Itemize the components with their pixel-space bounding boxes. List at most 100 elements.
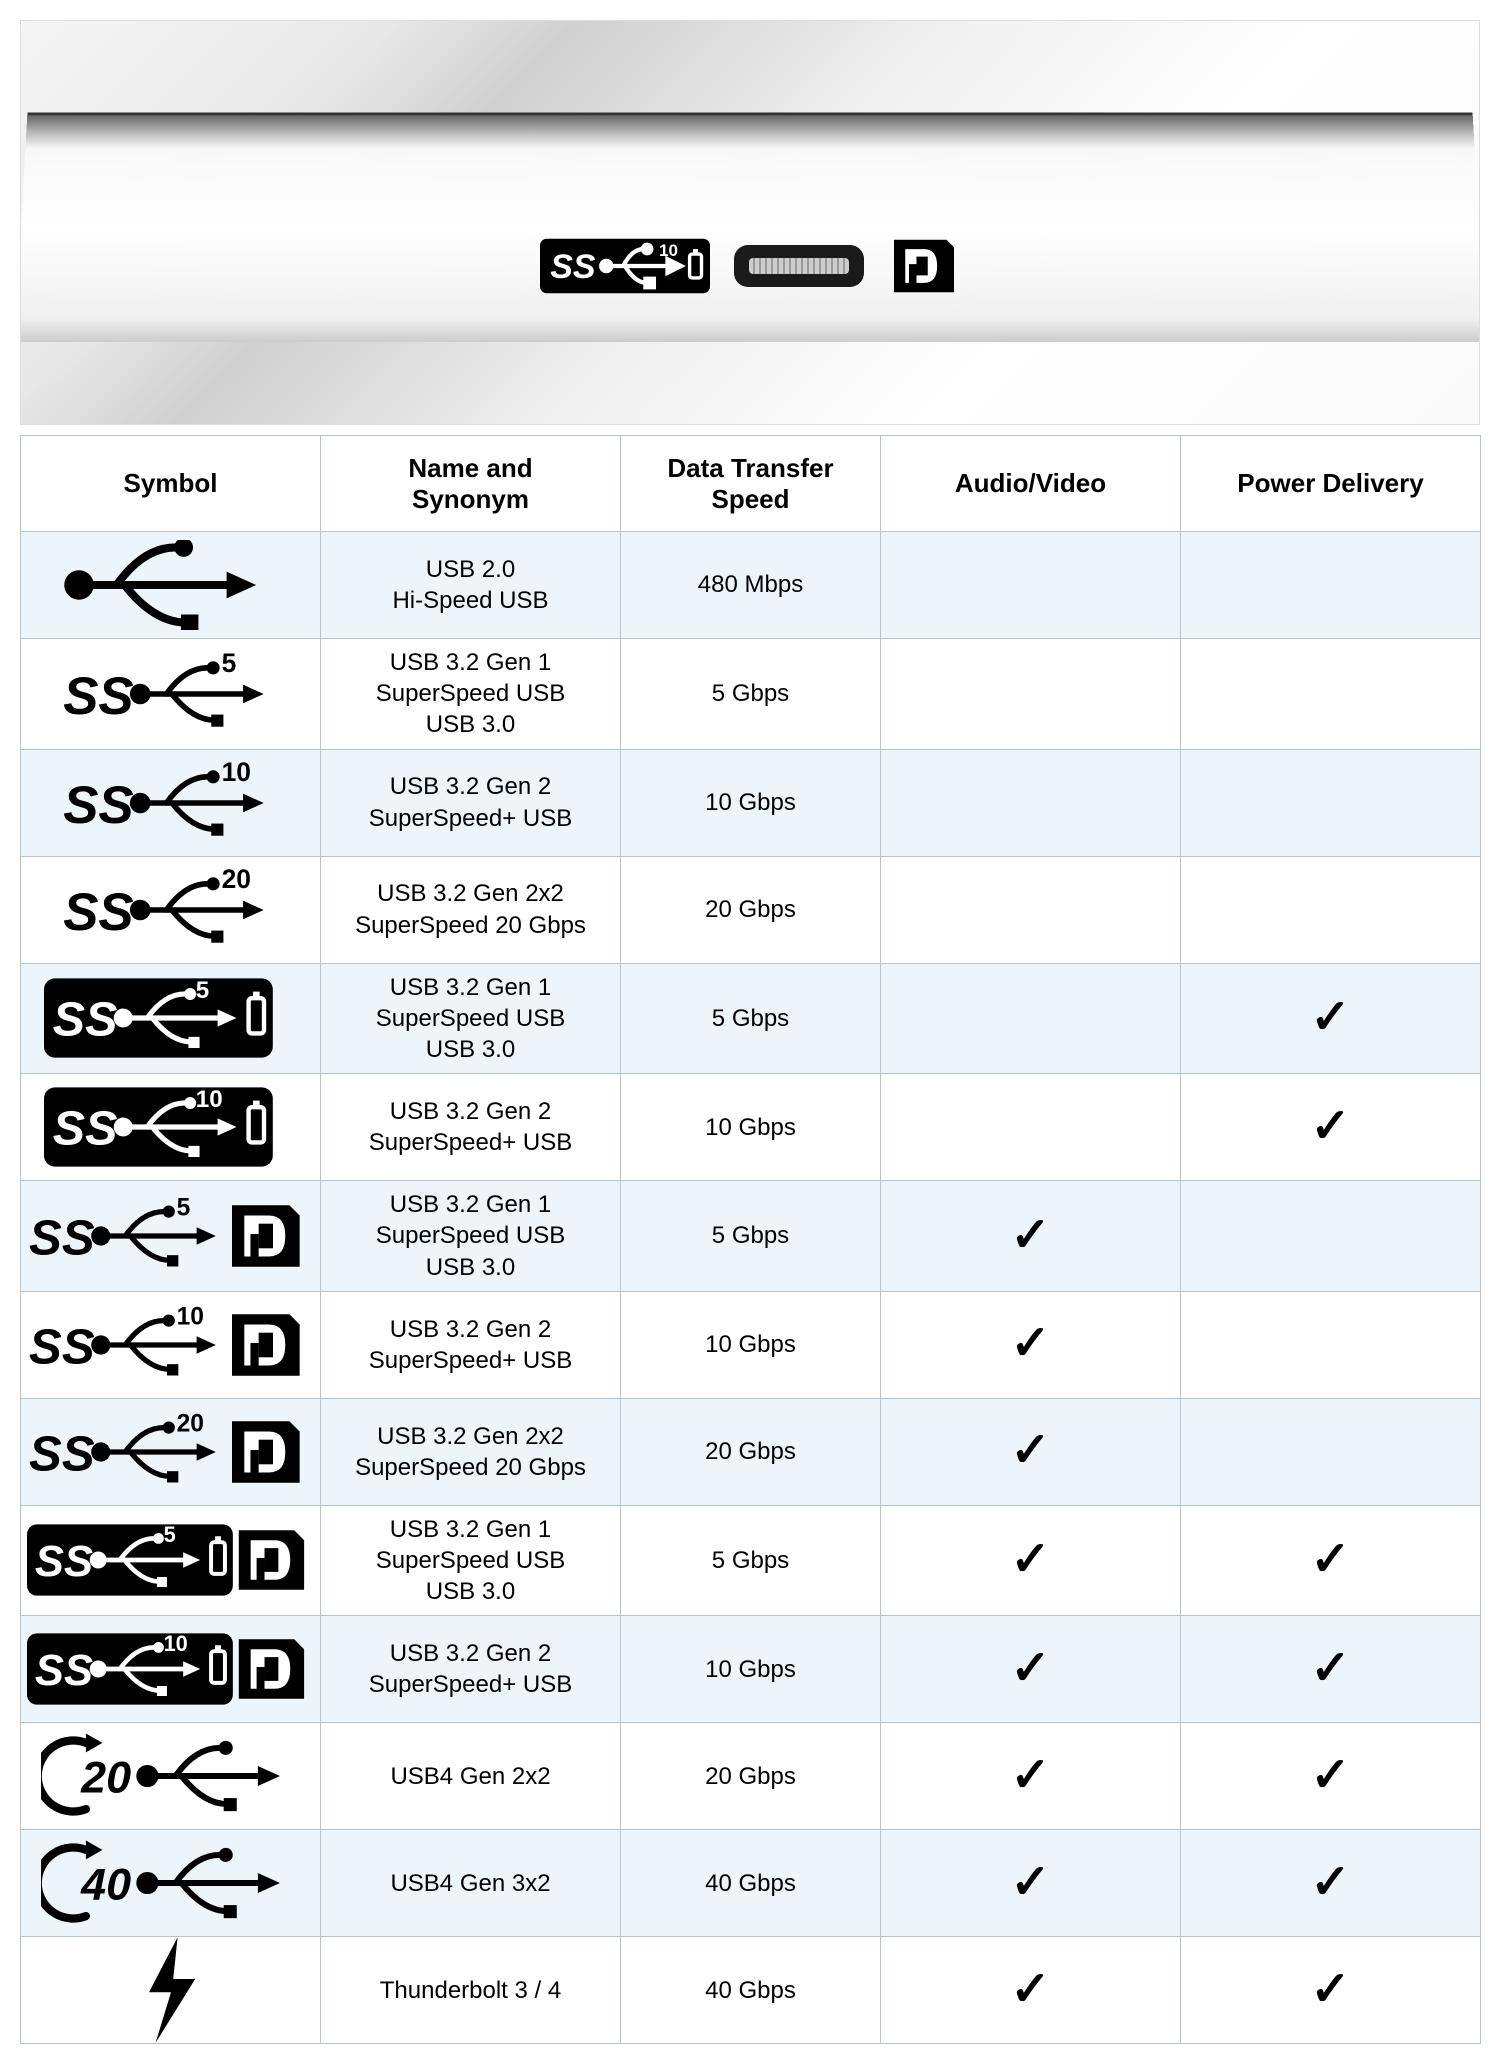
col-symbol: Symbol xyxy=(21,436,321,532)
name-text: USB 3.2 Gen 2x2 SuperSpeed 20 Gbps xyxy=(355,880,586,938)
svg-text:SS: SS xyxy=(29,1210,95,1265)
ss-icon: SS5 xyxy=(27,974,314,1062)
usb4-icon: 40 xyxy=(41,1835,301,1931)
speed-text: 20 Gbps xyxy=(705,1763,796,1790)
av-cell xyxy=(881,1074,1181,1181)
svg-text:SS: SS xyxy=(53,993,118,1047)
table-row: SS5 USB 3.2 Gen 1 SuperSpeed USB USB 3.0 5… xyxy=(21,639,1481,750)
check-icon: ✓ xyxy=(1310,1642,1350,1695)
symbol-cell: 20 xyxy=(21,1723,321,1830)
check-icon: ✓ xyxy=(1010,1533,1050,1586)
check-icon: ✓ xyxy=(1310,1749,1350,1802)
svg-text:SS: SS xyxy=(29,1426,95,1481)
name-cell: USB 3.2 Gen 1 SuperSpeed USB USB 3.0 xyxy=(321,963,621,1074)
check-icon: ✓ xyxy=(1310,1963,1350,2016)
svg-text:SS: SS xyxy=(63,667,133,726)
av-cell xyxy=(881,749,1181,856)
speed-cell: 40 Gbps xyxy=(621,1830,881,1937)
check-icon: ✓ xyxy=(1010,1749,1050,1802)
svg-text:20: 20 xyxy=(221,866,250,894)
usb4-icon: 20 xyxy=(41,1728,301,1824)
symbol-cell xyxy=(21,1937,321,2044)
col-speed: Data Transfer Speed xyxy=(621,436,881,532)
pd-cell xyxy=(1181,1181,1481,1292)
name-cell: USB 3.2 Gen 2x2 SuperSpeed 20 Gbps xyxy=(321,1398,621,1505)
check-icon: ✓ xyxy=(1010,1424,1050,1477)
svg-text:SS: SS xyxy=(35,1538,93,1586)
col-pd: Power Delivery xyxy=(1181,436,1481,532)
table-row: Thunderbolt 3 / 440 Gbps✓✓ xyxy=(21,1937,1481,2044)
av-cell xyxy=(881,963,1181,1074)
svg-text:10: 10 xyxy=(196,1086,223,1113)
symbol-cell: SS5 xyxy=(21,1181,321,1292)
check-icon: ✓ xyxy=(1310,1533,1350,1586)
speed-text: 5 Gbps xyxy=(712,1005,789,1032)
laptop-edge xyxy=(20,112,1480,341)
av-cell: ✓ xyxy=(881,1616,1181,1723)
svg-text:40: 40 xyxy=(80,1859,131,1910)
svg-text:SS: SS xyxy=(53,1102,118,1156)
ss-icon: SS10 xyxy=(27,1301,314,1389)
name-cell: USB 3.2 Gen 1 SuperSpeed USB USB 3.0 xyxy=(321,1181,621,1292)
ss-icon: SS10 xyxy=(46,759,296,847)
check-icon: ✓ xyxy=(1310,991,1350,1044)
pd-cell: ✓ xyxy=(1181,1830,1481,1937)
svg-text:20: 20 xyxy=(177,1410,204,1437)
av-cell xyxy=(881,532,1181,639)
name-cell: USB4 Gen 3x2 xyxy=(321,1830,621,1937)
pd-cell: ✓ xyxy=(1181,963,1481,1074)
check-icon: ✓ xyxy=(1010,1642,1050,1695)
name-text: USB 3.2 Gen 2 SuperSpeed+ USB xyxy=(369,1640,572,1698)
symbol-cell: SS5 xyxy=(21,639,321,750)
symbol-cell: SS 10 xyxy=(21,1616,321,1723)
speed-cell: 20 Gbps xyxy=(621,856,881,963)
ss-icon: SS 20 xyxy=(27,1408,314,1496)
speed-text: 5 Gbps xyxy=(712,680,789,707)
symbol-cell: SS20 xyxy=(21,856,321,963)
check-icon: ✓ xyxy=(1310,1100,1350,1153)
pd-cell: ✓ xyxy=(1181,1937,1481,2044)
pd-cell xyxy=(1181,749,1481,856)
pd-cell xyxy=(1181,1291,1481,1398)
name-text: USB 3.2 Gen 2 SuperSpeed+ USB xyxy=(369,1316,572,1374)
av-cell xyxy=(881,856,1181,963)
port-row: SS 10 xyxy=(21,236,1479,296)
symbol-cell xyxy=(21,532,321,639)
speed-cell: 10 Gbps xyxy=(621,1616,881,1723)
svg-text:SS: SS xyxy=(35,1647,93,1695)
speed-cell: 20 Gbps xyxy=(621,1398,881,1505)
svg-text:20: 20 xyxy=(80,1752,131,1803)
speed-cell: 10 Gbps xyxy=(621,1291,881,1398)
table-row: USB 2.0 Hi-Speed USB480 Mbps xyxy=(21,532,1481,639)
name-cell: USB4 Gen 2x2 xyxy=(321,1723,621,1830)
symbol-cell: SS5 xyxy=(21,1505,321,1616)
pd-cell: ✓ xyxy=(1181,1723,1481,1830)
speed-cell: 10 Gbps xyxy=(621,1074,881,1181)
av-cell: ✓ xyxy=(881,1937,1181,2044)
speed-text: 10 Gbps xyxy=(705,1114,796,1141)
name-text: USB 3.2 Gen 1 SuperSpeed USB USB 3.0 xyxy=(376,1516,565,1605)
speed-cell: 5 Gbps xyxy=(621,1181,881,1292)
name-text: USB 2.0 Hi-Speed USB xyxy=(392,556,548,614)
name-text: USB 3.2 Gen 1 SuperSpeed USB USB 3.0 xyxy=(376,974,565,1063)
symbol-cell: SS5 xyxy=(21,963,321,1074)
av-cell: ✓ xyxy=(881,1830,1181,1937)
table-row: SS10 USB 3.2 Gen 2 SuperSpeed+ USB 10 Gbps… xyxy=(21,1291,1481,1398)
name-cell: USB 3.2 Gen 2 SuperSpeed+ USB xyxy=(321,1074,621,1181)
speed-text: 10 Gbps xyxy=(705,1331,796,1358)
ss-icon: SS5 xyxy=(46,650,296,738)
speed-text: 20 Gbps xyxy=(705,1438,796,1465)
svg-text:10: 10 xyxy=(177,1303,204,1330)
check-icon: ✓ xyxy=(1010,1856,1050,1909)
speed-text: 10 Gbps xyxy=(705,789,796,816)
speed-text: 40 Gbps xyxy=(705,1870,796,1897)
name-text: USB 3.2 Gen 1 SuperSpeed USB USB 3.0 xyxy=(376,649,565,738)
symbol-cell: SS10 xyxy=(21,749,321,856)
av-cell: ✓ xyxy=(881,1723,1181,1830)
table-row: SS10USB 3.2 Gen 2 SuperSpeed+ USB10 Gbps xyxy=(21,749,1481,856)
col-av: Audio/Video xyxy=(881,436,1181,532)
pd-cell xyxy=(1181,532,1481,639)
svg-text:10: 10 xyxy=(164,1631,188,1656)
ss-icon: SS 10 xyxy=(27,1083,314,1171)
usb-spec-table: Symbol Name and Synonym Data Transfer Sp… xyxy=(20,435,1481,2044)
